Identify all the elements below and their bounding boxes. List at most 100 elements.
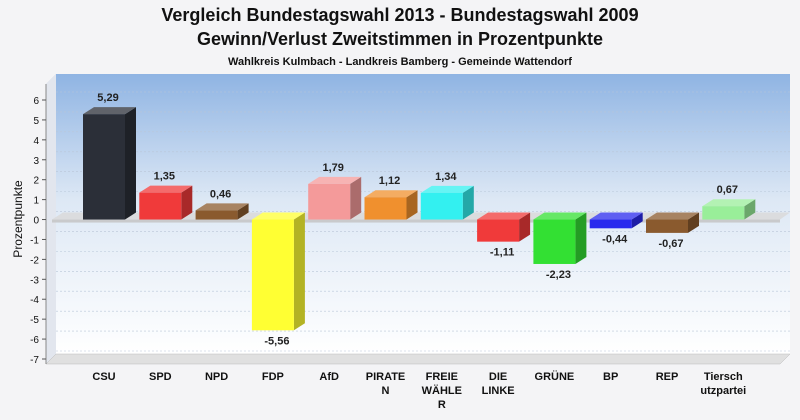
value-label: -0,67 (658, 238, 683, 250)
bar-side (350, 176, 362, 220)
bar-side (181, 185, 193, 220)
y-axis-label: Prozentpunkte (11, 180, 25, 258)
bar-tiersch-utzpartei (702, 199, 756, 220)
chart-subtitle: Wahlkreis Kulmbach - Landkreis Bamberg -… (228, 56, 572, 68)
category-label: CSU (92, 371, 115, 383)
bars (83, 107, 756, 331)
value-label: 0,67 (717, 184, 738, 196)
zero-plane-front (52, 219, 780, 223)
bar-pirate-n (364, 190, 418, 220)
bar-front (702, 206, 745, 220)
category-label-line: PIRATE (366, 371, 406, 383)
category-label: PIRATE N (366, 371, 406, 397)
bar-front (646, 219, 688, 233)
bar-spd (139, 185, 193, 220)
bar-bp (589, 212, 643, 229)
y-tick-label: -6 (30, 335, 39, 346)
bar-top (195, 203, 249, 211)
y-tick-label: 5 (33, 116, 39, 127)
y-tick-label: 3 (33, 156, 39, 167)
category-label: BP (603, 371, 618, 383)
bar-top (420, 185, 474, 193)
bar-top (139, 185, 193, 193)
bar-side (519, 212, 531, 242)
category-label-line: FDP (262, 371, 284, 383)
category-label-line: LINKE (482, 385, 515, 397)
category-label-line: DIE (489, 371, 507, 383)
bar-top (533, 212, 587, 220)
category-label: Tiersch utzpartei (700, 371, 746, 397)
bar-front (589, 219, 632, 229)
bar-top (702, 199, 756, 207)
category-label-line: CSU (92, 371, 115, 383)
value-label: 5,29 (97, 92, 118, 104)
bar-front (251, 219, 294, 331)
bar-side (293, 212, 305, 331)
y-tick-label: 2 (33, 176, 39, 187)
category-label-line: R (438, 399, 446, 411)
bar-top (251, 212, 305, 220)
category-label-line: SPD (149, 371, 172, 383)
plot-side-wall (46, 74, 56, 364)
category-label-line: N (382, 385, 390, 397)
category-label: AfD (319, 371, 339, 383)
category-label: SPD (149, 371, 172, 383)
y-axis: 6 5 4 3 2 1 0 -1 -2 -3 -4 -5 -6 -7 (30, 84, 47, 366)
y-tick-label: -7 (30, 355, 39, 366)
value-labels: 5,29 1,35 0,46 -5,56 1,79 1,12 1,34 -1,11 -2,23 -… (97, 92, 738, 347)
bar-afd (308, 176, 362, 220)
bar-side (237, 203, 249, 220)
bar-grüne (533, 212, 587, 264)
value-label: 1,12 (379, 175, 400, 187)
bar-freie-wähle-r (420, 185, 474, 220)
bar-top (83, 107, 136, 115)
bar-side (406, 190, 418, 220)
y-tick-label: -4 (30, 295, 39, 306)
y-tick-label: 4 (33, 136, 39, 147)
value-label: -5,56 (264, 335, 289, 347)
bar-side (631, 212, 643, 229)
y-tick-label: -2 (30, 255, 39, 266)
category-label-line: AfD (319, 371, 339, 383)
bar-front (477, 219, 520, 242)
bar-top (477, 212, 531, 220)
bar-front (139, 192, 182, 220)
y-tick-label: -5 (30, 315, 39, 326)
category-label-line: BP (603, 371, 618, 383)
bar-front (533, 219, 576, 264)
value-label: -2,23 (546, 269, 571, 281)
plot-floor (45, 353, 791, 365)
y-tick-label: 6 (33, 96, 39, 107)
bar-top (364, 190, 418, 198)
category-labels: CSU SPD NPD FDP AfD PIRATE N FREIE WÄHLE R DIE LINK… (92, 370, 746, 411)
bar-top (646, 212, 699, 220)
category-label-line: WÄHLE (422, 384, 462, 397)
bar-side (462, 185, 474, 220)
bar-npd (195, 203, 249, 220)
value-label: -1,11 (490, 247, 514, 259)
bar-csu (83, 107, 136, 220)
bar-fdp (251, 212, 305, 331)
category-label-line: utzpartei (700, 385, 746, 397)
y-tick-label: 0 (33, 216, 39, 227)
value-label: 1,35 (154, 171, 175, 183)
bar-front (364, 197, 407, 220)
category-label: DIE LINKE (482, 371, 515, 397)
bar-die-linke (477, 212, 531, 242)
category-label: GRÜNE (535, 370, 575, 383)
category-label-line: REP (656, 371, 679, 383)
category-label-line: NPD (205, 371, 228, 383)
y-tick-label: -3 (30, 275, 39, 286)
category-label: FDP (262, 371, 284, 383)
bar-side (744, 199, 756, 220)
chart-title: Vergleich Bundestagswahl 2013 - Bundesta… (161, 5, 638, 25)
bar-front (83, 114, 125, 220)
value-label: 1,34 (435, 171, 457, 183)
category-label: NPD (205, 371, 228, 383)
bar-top (589, 212, 643, 220)
bar-front (195, 210, 238, 220)
y-tick-label: 1 (33, 196, 39, 207)
category-label: FREIE WÄHLE R (422, 371, 462, 411)
